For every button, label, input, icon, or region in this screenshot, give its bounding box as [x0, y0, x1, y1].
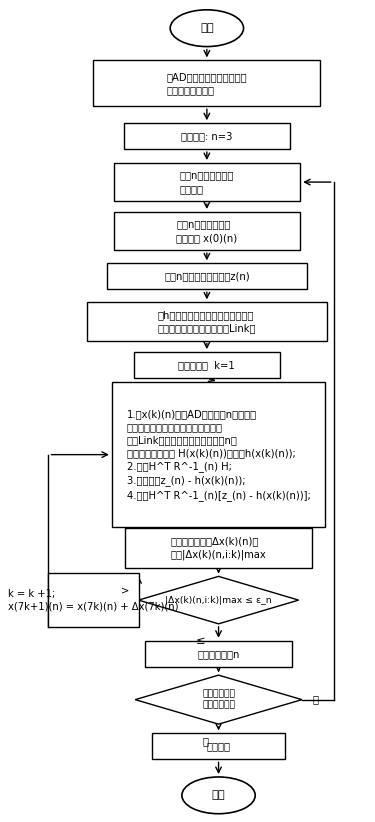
Text: 出口: 出口: [211, 790, 225, 801]
Text: ≤: ≤: [195, 635, 205, 646]
Text: 是: 是: [202, 736, 208, 746]
Text: |Δx(k)(n,i:k)|max ≤ ε_n: |Δx(k)(n,i:k)|max ≤ ε_n: [165, 596, 272, 605]
FancyBboxPatch shape: [114, 212, 300, 250]
Text: 输出结果: 输出结果: [207, 741, 231, 751]
Text: 否: 否: [312, 695, 318, 704]
FancyBboxPatch shape: [48, 573, 138, 627]
Text: 入口: 入口: [200, 23, 214, 33]
FancyBboxPatch shape: [134, 352, 280, 378]
FancyBboxPatch shape: [87, 302, 327, 340]
FancyBboxPatch shape: [123, 123, 290, 149]
FancyBboxPatch shape: [107, 263, 307, 289]
FancyBboxPatch shape: [145, 640, 292, 667]
Polygon shape: [138, 576, 298, 624]
Text: 解线性方程求得Δx(k)(n)，
选取|Δx(k)(n,i:k)|max: 解线性方程求得Δx(k)(n)， 选取|Δx(k)(n,i:k)|max: [171, 536, 266, 560]
FancyBboxPatch shape: [152, 733, 285, 760]
FancyBboxPatch shape: [93, 60, 320, 106]
Ellipse shape: [182, 777, 255, 814]
Text: k = k +1;
x(7k+1)(n) = x(7k)(n) + Δx(7k)(n): k = k +1; x(7k+1)(n) = x(7k)(n) + Δx(7k)…: [8, 589, 179, 612]
Text: 谐波次数: n=3: 谐波次数: n=3: [181, 132, 232, 141]
Text: 迭代次数：  k=1: 迭代次数： k=1: [178, 360, 235, 370]
Text: 谐波次数是否
超出分析范围: 谐波次数是否 超出分析范围: [202, 690, 235, 709]
Text: 输入n次谐波的遥测数据z(n): 输入n次谐波的遥测数据z(n): [164, 271, 250, 281]
Text: 形成n次谐波的节点
导纳矩阵: 形成n次谐波的节点 导纳矩阵: [180, 170, 234, 194]
Ellipse shape: [170, 10, 243, 47]
Text: 将h次谐波雅克比矩阵中不变元素的
位置和数值存储到一个链表Link中: 将h次谐波雅克比矩阵中不变元素的 位置和数值存储到一个链表Link中: [158, 310, 256, 333]
Polygon shape: [135, 675, 302, 724]
Text: 设定n次谐波状态量
的初始值 x(0)(n): 设定n次谐波状态量 的初始值 x(0)(n): [176, 219, 237, 242]
FancyBboxPatch shape: [125, 529, 312, 568]
Text: 1.由x(k)(n)运用AD技术计算n次谐波的
雅克比矩阵中的可变元素，同时读取
链表Link中矩阵的不变元素，获得n次
谐波的雅克比矩阵 H(x(k)(n)): 1.由x(k)(n)运用AD技术计算n次谐波的 雅克比矩阵中的可变元素，同时读取…: [127, 409, 310, 501]
Text: 为AD分配内存，声明活跃变
量，获取网络参数: 为AD分配内存，声明活跃变 量，获取网络参数: [166, 72, 247, 95]
Text: >: >: [121, 586, 129, 596]
Text: 修改谐波次数n: 修改谐波次数n: [197, 649, 240, 658]
FancyBboxPatch shape: [114, 163, 300, 201]
FancyBboxPatch shape: [112, 382, 325, 528]
